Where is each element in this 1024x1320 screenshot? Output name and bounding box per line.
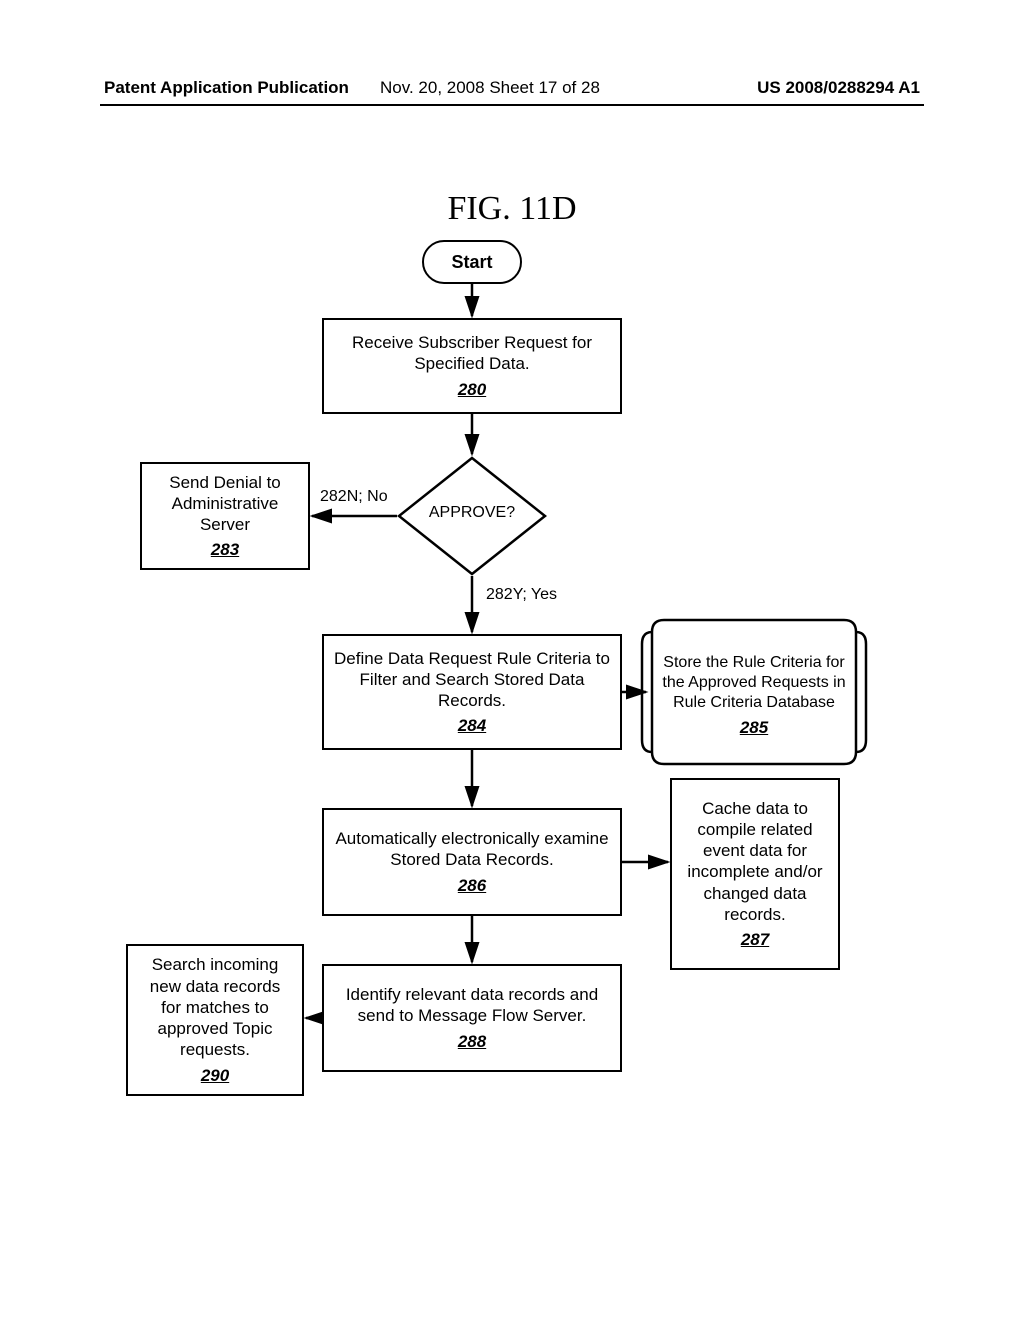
- node-286-text: Automatically electronically examine Sto…: [334, 828, 610, 871]
- edge-label-282y: 282Y; Yes: [484, 586, 559, 604]
- node-283-ref: 283: [211, 539, 239, 560]
- node-285-text: Store the Rule Criteria for the Approved…: [654, 653, 854, 713]
- node-start: Start: [422, 240, 522, 284]
- header-pub: Patent Application Publication: [104, 78, 349, 98]
- node-280: Receive Subscriber Request for Specified…: [322, 318, 622, 414]
- node-290-text: Search incoming new data records for mat…: [138, 954, 292, 1060]
- node-286-ref: 286: [458, 875, 486, 896]
- node-285-ref: 285: [740, 717, 768, 738]
- node-283-text: Send Denial to Administrative Server: [152, 472, 298, 536]
- node-282: APPROVE?: [397, 456, 547, 576]
- header-rule: [100, 104, 924, 106]
- node-285: Store the Rule Criteria for the Approved…: [640, 618, 868, 766]
- node-280-ref: 280: [458, 379, 486, 400]
- node-286: Automatically electronically examine Sto…: [322, 808, 622, 916]
- node-290: Search incoming new data records for mat…: [126, 944, 304, 1096]
- header-docnum: US 2008/0288294 A1: [757, 78, 920, 98]
- node-283: Send Denial to Administrative Server 283: [140, 462, 310, 570]
- node-start-label: Start: [451, 252, 492, 273]
- node-290-ref: 290: [201, 1065, 229, 1086]
- figure-title: FIG. 11D: [0, 190, 1024, 228]
- node-280-text: Receive Subscriber Request for Specified…: [334, 332, 610, 375]
- node-282-text: APPROVE?: [397, 504, 547, 522]
- node-287: Cache data to compile related event data…: [670, 778, 840, 970]
- edge-label-282n: 282N; No: [318, 488, 390, 506]
- node-288: Identify relevant data records and send …: [322, 964, 622, 1072]
- flowchart: Start Receive Subscriber Request for Spe…: [0, 230, 1024, 1230]
- node-287-ref: 287: [741, 929, 769, 950]
- node-288-text: Identify relevant data records and send …: [334, 984, 610, 1027]
- node-287-text: Cache data to compile related event data…: [682, 798, 828, 926]
- node-288-ref: 288: [458, 1031, 486, 1052]
- page-header: Patent Application Publication Nov. 20, …: [0, 78, 1024, 108]
- node-284: Define Data Request Rule Criteria to Fil…: [322, 634, 622, 750]
- header-sheet: Nov. 20, 2008 Sheet 17 of 28: [380, 78, 600, 98]
- node-284-text: Define Data Request Rule Criteria to Fil…: [334, 648, 610, 712]
- node-284-ref: 284: [458, 715, 486, 736]
